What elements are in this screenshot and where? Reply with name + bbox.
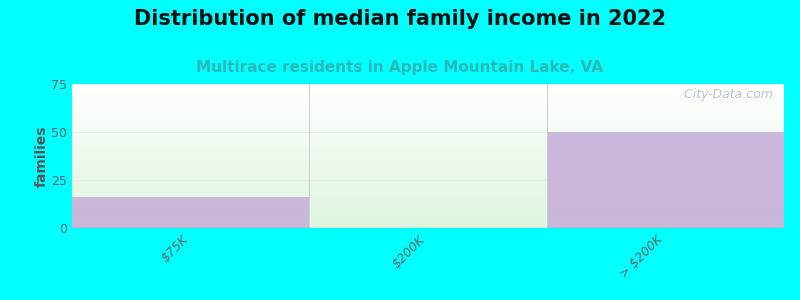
Text: Distribution of median family income in 2022: Distribution of median family income in … [134,9,666,29]
Bar [72,197,310,228]
Y-axis label: families: families [34,125,48,187]
Text: City-Data.com: City-Data.com [677,88,774,101]
Text: Multirace residents in Apple Mountain Lake, VA: Multirace residents in Apple Mountain La… [197,60,603,75]
Bar [546,132,784,228]
